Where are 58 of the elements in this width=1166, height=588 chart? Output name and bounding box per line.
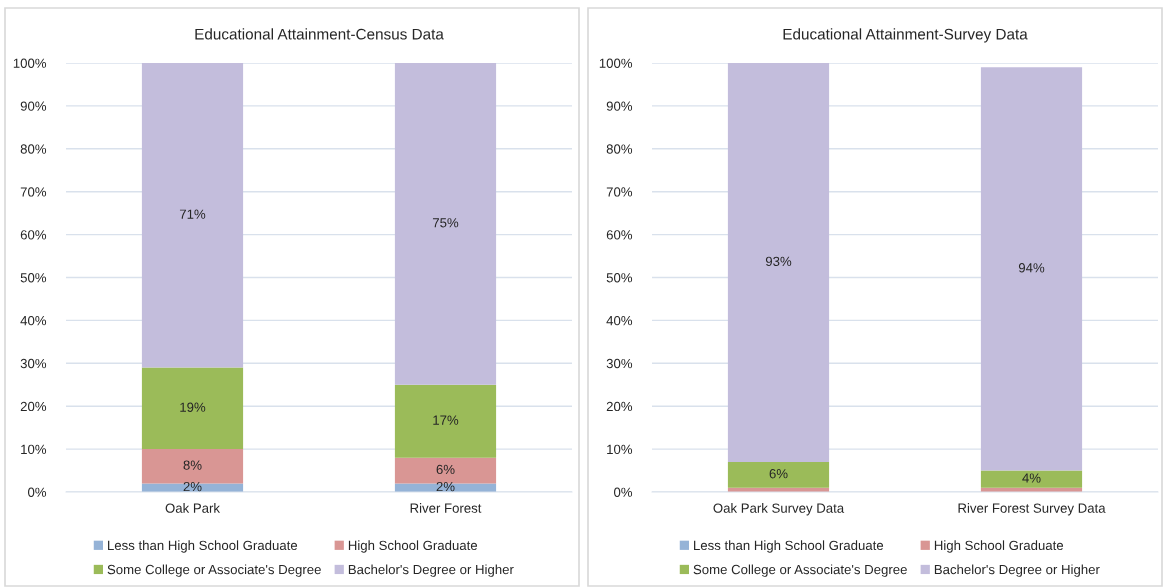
y-tick-label: 50% [606,273,633,283]
data-label: 2% [436,481,455,492]
y-tick-label: 90% [20,101,47,111]
legend-label: Some College or Associate's Degree [107,564,321,577]
legend-label: High School Graduate [348,540,478,553]
data-label: 8% [183,460,202,470]
data-label: 2% [183,481,202,492]
y-tick-label: 30% [606,358,633,369]
bar [980,470,1083,488]
data-label: 93% [765,256,792,267]
legend-label: Less than High School Graduate [694,540,884,553]
y-tick-label: 80% [20,144,47,154]
x-tick-label: River Forest Survey Data [958,503,1106,516]
y-tick-label: 0% [614,487,633,497]
legend-label: Less than High School Graduate [108,540,298,553]
data-label: 4% [1022,473,1041,483]
y-tick-label: 70% [606,187,633,197]
y-tick-label: 50% [20,273,47,283]
y-tick-label: 20% [606,401,633,412]
data-label: 19% [180,402,206,412]
bar [727,63,830,462]
bar [394,63,497,385]
bar [394,457,497,484]
legend-label: High School Graduate [934,540,1064,553]
legend-label: Bachelor's Degree or Higher [934,564,1100,577]
y-tick-label: 80% [606,144,633,154]
chart-title: Educational Attainment-Survey Data [783,28,1028,43]
y-tick-label: 100% [599,58,633,68]
bar [980,67,1083,471]
data-label: 94% [1018,263,1045,273]
x-tick-label: Oak Park Survey Data [713,503,845,516]
bar [141,367,244,450]
bar [727,461,830,488]
data-label: 6% [769,469,788,479]
data-label: 75% [432,218,459,228]
data-label: 17% [433,415,459,425]
y-tick-label: 40% [606,315,633,326]
y-tick-label: 90% [606,101,633,111]
data-label: 6% [436,464,455,475]
y-tick-label: 30% [20,358,47,369]
y-tick-label: 60% [606,230,633,240]
bar [394,384,497,458]
x-tick-label: Oak Park [165,503,221,513]
chart-title: Educational Attainment-Census Data [195,28,444,40]
y-tick-label: 20% [20,401,47,412]
bar [141,63,244,368]
y-tick-label: 10% [21,444,47,455]
y-tick-label: 10% [607,444,633,455]
x-tick-label: River Forest [410,503,482,513]
y-tick-label: 70% [20,187,47,197]
legend-label: Bachelor's Degree or Higher [348,564,514,577]
y-tick-label: 0% [28,487,47,497]
y-tick-label: 60% [20,230,47,240]
legend-label: Some College or Associate's Degree [693,564,907,577]
y-tick-label: 100% [13,58,47,68]
y-tick-label: 40% [20,315,47,326]
data-label: 71% [179,209,206,219]
bar [141,449,244,484]
